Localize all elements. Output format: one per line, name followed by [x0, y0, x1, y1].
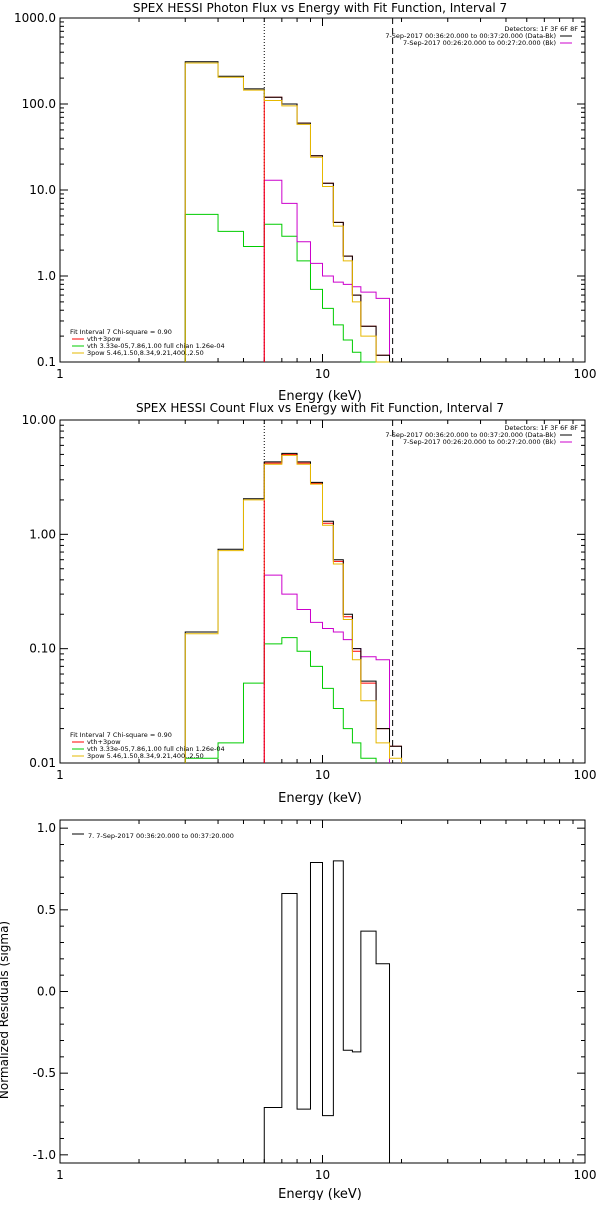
count-series-power_law [184, 454, 403, 763]
resid-legend: 7. 7-Sep-2017 00:36:20.000 to 00:37:20.0… [88, 832, 234, 840]
resid-series-residuals [263, 860, 391, 1163]
resid-x-tick-label: 10 [315, 1168, 330, 1182]
resid-y-tick-label: 0.0 [37, 985, 56, 999]
count-legend-vth-params: vth 3.33e-05,7.86,1.00 full chian 1.26e-… [87, 745, 225, 753]
resid-y-tick-label: -1.0 [33, 1148, 56, 1162]
photon-y-tick-label: 100.0 [22, 97, 56, 111]
count-x-tick-label: 1 [56, 768, 64, 782]
photon-legend-detectors: Detectors: 1F 3F 6F 8F [504, 25, 578, 33]
resid-y-tick-label: -0.5 [33, 1066, 56, 1080]
resid-x-tick-label: 100 [574, 1168, 597, 1182]
photon-legend-fit-function: vth+3pow [87, 335, 121, 343]
photon-y-tick-label: 0.1 [37, 355, 56, 369]
photon-y-tick-label: 10.0 [29, 183, 56, 197]
photon-flux-panel: SPEX HESSI Photon Flux vs Energy with Fi… [14, 1, 596, 404]
photon-series-power_law [184, 62, 390, 363]
residuals-panel: Normalized Residuals (sigma) Energy (keV… [0, 819, 597, 1202]
photon-plot-area: 1 10 100 0.1 1.0 10.0 100.0 1000.0 [14, 11, 596, 381]
photon-legend-bottom: Fit Interval 7 Chi-square = 0.90 vth+3po… [70, 328, 225, 357]
photon-x-tick-label: 1 [56, 367, 64, 381]
photon-x-tick-label: 100 [574, 367, 597, 381]
photon-y-tick-label: 1000.0 [14, 11, 56, 25]
resid-x-tick-label: 1 [56, 1168, 64, 1182]
count-x-tick-label: 10 [315, 768, 330, 782]
count-series-fit_total [263, 574, 391, 763]
count-legend-detectors: Detectors: 1F 3F 6F 8F [504, 424, 578, 432]
photon-legend-top: Detectors: 1F 3F 6F 8F 7-Sep-2017 00:36:… [385, 25, 578, 47]
photon-chart-title: SPEX HESSI Photon Flux vs Energy with Fi… [133, 1, 507, 15]
count-chart-title: SPEX HESSI Count Flux vs Energy with Fit… [136, 401, 504, 415]
count-y-tick-label: 10.00 [22, 413, 56, 427]
photon-legend-fit-interval: Fit Interval 7 Chi-square = 0.90 [70, 328, 172, 336]
resid-legend-entry: 7. 7-Sep-2017 00:36:20.000 to 00:37:20.0… [88, 832, 234, 840]
resid-y-tick-label: 1.0 [37, 821, 56, 835]
count-legend-3pow-params: 3pow 5.46,1.50,8.34,9.21,400.,2.50 [87, 752, 204, 760]
resid-y-tick-label: 0.5 [37, 903, 56, 917]
count-legend-bottom: Fit Interval 7 Chi-square = 0.90 vth+3po… [70, 731, 225, 760]
count-series-thermal [184, 637, 377, 763]
count-legend-data-interval: 7-Sep-2017 00:36:20.000 to 00:37:20.000 … [385, 431, 556, 439]
count-legend-fit-function: vth+3pow [87, 738, 121, 746]
count-legend-fit-interval: Fit Interval 7 Chi-square = 0.90 [70, 731, 172, 739]
photon-y-tick-label: 1.0 [37, 269, 56, 283]
count-legend-bk-interval: 7-Sep-2017 00:26:20.000 to 00:27:20.000 … [403, 438, 556, 446]
count-plot-area: 1 10 100 0.01 0.10 1.00 10.00 [22, 413, 597, 782]
photon-legend-3pow-params: 3pow 5.46,1.50,8.34,9.21,400.,2.50 [87, 349, 204, 357]
count-y-tick-label: 0.01 [29, 756, 56, 770]
photon-series-fit_total [263, 179, 391, 362]
photon-x-axis-label: Energy (keV) [278, 389, 362, 404]
resid-plot-area: 1 10 100 -1.0 -0.5 0.0 0.5 1.0 [33, 819, 597, 1182]
resid-x-axis-label: Energy (keV) [278, 1187, 362, 1200]
photon-legend-vth-params: vth 3.33e-05,7.86,1.00 full chian 1.26e-… [87, 342, 225, 350]
count-y-tick-label: 1.00 [29, 527, 56, 541]
count-x-axis-label: Energy (keV) [278, 791, 362, 806]
count-legend-top: Detectors: 1F 3F 6F 8F 7-Sep-2017 00:36:… [385, 424, 578, 446]
count-flux-panel: SPEX HESSI Count Flux vs Energy with Fit… [22, 401, 597, 806]
photon-legend-data-interval: 7-Sep-2017 00:36:20.000 to 00:37:20.000 … [385, 32, 556, 40]
photon-legend-bk-interval: 7-Sep-2017 00:26:20.000 to 00:27:20.000 … [403, 39, 556, 47]
count-y-tick-label: 0.10 [29, 642, 56, 656]
photon-x-tick-label: 10 [315, 367, 330, 381]
count-x-tick-label: 100 [574, 768, 597, 782]
resid-y-axis-label: Normalized Residuals (sigma) [0, 921, 11, 1099]
